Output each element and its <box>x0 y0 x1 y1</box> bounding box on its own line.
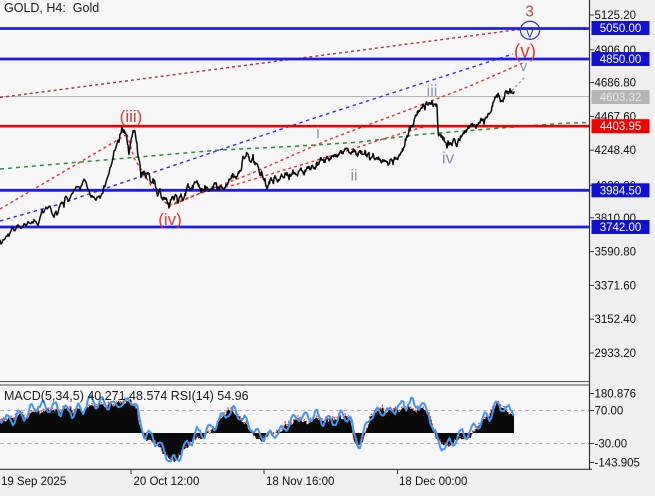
svg-text:5050.00: 5050.00 <box>600 23 642 35</box>
svg-text:v: v <box>520 59 528 75</box>
svg-text:i: i <box>316 125 320 142</box>
svg-text:18 Dec 00:00: 18 Dec 00:00 <box>399 476 467 488</box>
svg-text:-143.905: -143.905 <box>595 458 640 470</box>
svg-text:180.876: 180.876 <box>595 389 637 401</box>
svg-text:70.00: 70.00 <box>595 406 624 418</box>
svg-text:19 Sep 2025: 19 Sep 2025 <box>1 476 66 488</box>
svg-text:iv: iv <box>442 149 455 168</box>
svg-text:(v): (v) <box>514 42 536 63</box>
svg-text:ii: ii <box>350 168 357 185</box>
svg-text:4603.32: 4603.32 <box>600 92 642 104</box>
svg-text:(iv): (iv) <box>158 210 182 229</box>
svg-text:-30.00: -30.00 <box>595 439 628 451</box>
svg-text:iii: iii <box>427 83 438 100</box>
svg-text:3: 3 <box>525 3 534 20</box>
svg-text:4403.95: 4403.95 <box>600 121 642 133</box>
svg-text:2933.20: 2933.20 <box>595 348 637 360</box>
svg-text:GOLD, H4: Gold: GOLD, H4: Gold <box>4 1 99 15</box>
svg-text:MACD(5,34,5) 40.271 48.574 RSI: MACD(5,34,5) 40.271 48.574 RSI(14) 54.96 <box>4 389 249 403</box>
svg-text:(iii): (iii) <box>120 107 143 126</box>
svg-text:18 Nov 16:00: 18 Nov 16:00 <box>266 476 334 488</box>
svg-text:5125.20: 5125.20 <box>595 10 637 22</box>
svg-text:3742.00: 3742.00 <box>600 222 642 234</box>
svg-text:4248.40: 4248.40 <box>595 145 637 157</box>
svg-text:3590.80: 3590.80 <box>595 247 637 259</box>
svg-text:4850.00: 4850.00 <box>600 54 642 66</box>
svg-text:4686.80: 4686.80 <box>595 78 637 90</box>
svg-text:20 Oct 12:00: 20 Oct 12:00 <box>134 476 200 488</box>
svg-text:3371.60: 3371.60 <box>595 280 637 292</box>
svg-text:V: V <box>526 27 535 41</box>
svg-text:3152.40: 3152.40 <box>595 314 637 326</box>
svg-text:3984.50: 3984.50 <box>600 185 642 197</box>
